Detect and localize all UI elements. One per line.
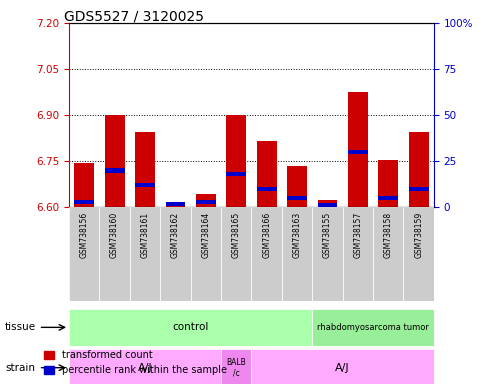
Text: GSM738156: GSM738156 [80, 212, 89, 258]
FancyBboxPatch shape [251, 207, 282, 301]
FancyBboxPatch shape [282, 207, 312, 301]
Bar [287, 196, 307, 200]
Bar [196, 200, 216, 204]
FancyBboxPatch shape [221, 207, 251, 301]
Text: GSM738164: GSM738164 [201, 212, 211, 258]
Text: GSM738162: GSM738162 [171, 212, 180, 258]
Text: GSM738163: GSM738163 [292, 212, 302, 258]
Text: BALB
/c: BALB /c [226, 358, 246, 377]
Bar [287, 166, 307, 207]
Text: GSM738159: GSM738159 [414, 212, 423, 258]
Bar [409, 132, 428, 207]
Text: A/J: A/J [138, 362, 152, 373]
FancyBboxPatch shape [100, 207, 130, 301]
FancyBboxPatch shape [403, 207, 434, 301]
FancyBboxPatch shape [160, 207, 191, 301]
Bar [135, 132, 155, 207]
Bar [348, 92, 368, 207]
Bar [74, 163, 94, 207]
Bar [378, 196, 398, 200]
FancyBboxPatch shape [69, 309, 312, 346]
FancyBboxPatch shape [69, 207, 100, 301]
FancyBboxPatch shape [191, 207, 221, 301]
FancyBboxPatch shape [221, 349, 251, 384]
Text: GSM738157: GSM738157 [353, 212, 362, 258]
Text: strain: strain [5, 362, 35, 373]
FancyBboxPatch shape [343, 207, 373, 301]
Bar [196, 194, 216, 207]
Bar [317, 200, 337, 207]
Bar [348, 150, 368, 154]
Text: tissue: tissue [5, 322, 36, 333]
Bar [166, 202, 185, 206]
FancyBboxPatch shape [69, 349, 221, 384]
Bar [74, 200, 94, 204]
Text: A/J: A/J [335, 362, 350, 373]
Bar [317, 204, 337, 207]
Bar [257, 141, 277, 207]
Bar [166, 203, 185, 207]
Text: rhabdomyosarcoma tumor: rhabdomyosarcoma tumor [317, 323, 429, 332]
Text: GSM738165: GSM738165 [232, 212, 241, 258]
Bar [135, 183, 155, 187]
FancyBboxPatch shape [312, 309, 434, 346]
Text: GDS5527 / 3120025: GDS5527 / 3120025 [64, 10, 204, 23]
FancyBboxPatch shape [130, 207, 160, 301]
FancyBboxPatch shape [373, 207, 403, 301]
Text: GSM738161: GSM738161 [141, 212, 149, 258]
FancyBboxPatch shape [251, 349, 434, 384]
Text: GSM738160: GSM738160 [110, 212, 119, 258]
Bar [105, 169, 125, 172]
Text: GSM738166: GSM738166 [262, 212, 271, 258]
Bar [105, 115, 125, 207]
Bar [226, 115, 246, 207]
Text: control: control [173, 322, 209, 333]
Bar [378, 160, 398, 207]
Bar [409, 187, 428, 191]
Bar [226, 172, 246, 176]
Text: GSM738158: GSM738158 [384, 212, 393, 258]
Bar [257, 187, 277, 191]
Legend: transformed count, percentile rank within the sample: transformed count, percentile rank withi… [44, 351, 227, 375]
Text: GSM738155: GSM738155 [323, 212, 332, 258]
FancyBboxPatch shape [312, 207, 343, 301]
